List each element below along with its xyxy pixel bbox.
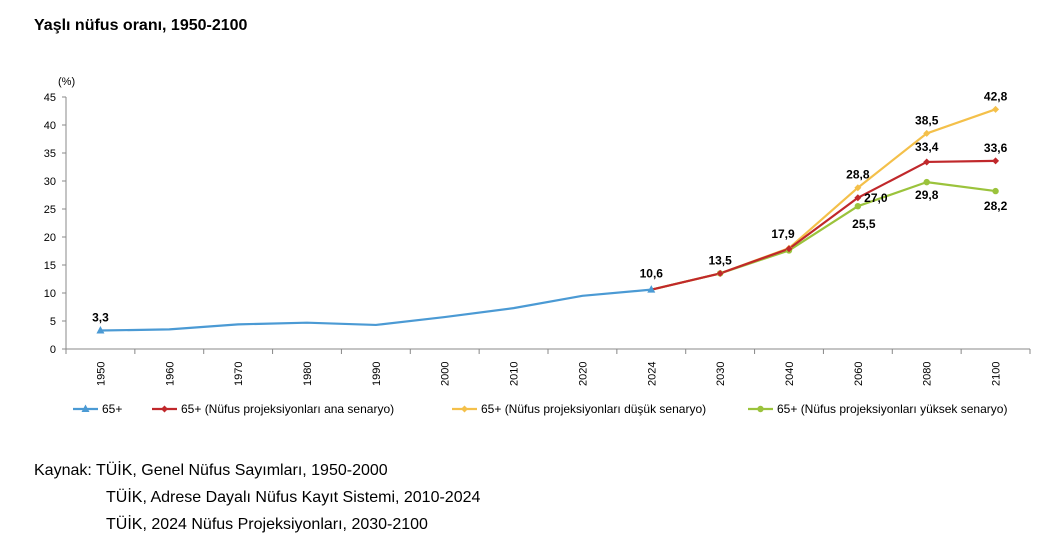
series-point-3 [923,178,930,186]
y-tick-label: 10 [44,288,56,300]
y-axis-unit: (%) [58,76,75,88]
series-line-2 [651,108,996,291]
data-label: 28,8 [846,168,870,182]
source-text-1: TÜİK, Genel Nüfus Sayımları, 1950-2000 [95,462,388,479]
y-tick-label: 5 [50,316,56,328]
line-chart: (%) 0 5 10 15 20 25 30 35 40 45 1950 1960 1970 1980 199… [44,76,1031,416]
x-tick-label: 2024 [646,362,658,386]
series-point-0 [647,285,656,293]
y-tick-label: 15 [44,260,56,272]
chart-title: Yaşlı nüfus oranı, 1950-2100 [34,17,248,34]
legend-swatch-marker [757,405,764,413]
series-point-2 [854,184,862,192]
series-line-3 [651,181,996,291]
data-label: 27,0 [864,191,888,205]
series-point-3 [854,203,862,210]
source-notes: Kaynak: TÜİK, Genel Nüfus Sayımları, 195… [34,457,480,538]
series-point-1 [923,158,931,166]
data-label: 25,5 [852,217,876,231]
x-tick-label: 2060 [853,362,865,386]
data-label: 10,6 [640,267,664,281]
series-point-2 [992,105,1000,113]
source-prefix: Kaynak: [34,462,96,479]
y-tick-label: 20 [44,232,56,244]
series-point-1 [992,157,1000,165]
y-tick-label: 0 [50,344,56,356]
series-point-1 [716,269,724,277]
data-label: 42,8 [984,89,1008,103]
y-tick-label: 40 [44,120,56,132]
series-line-1 [651,159,996,291]
legend-label: 65+ (Nüfus projeksiyonları ana senaryo) [181,402,394,416]
y-tick-label: 30 [44,176,56,188]
legend-swatch-marker [461,405,468,413]
x-tick-label: 1960 [164,362,176,386]
series-point-2 [923,129,931,137]
data-label: 33,4 [915,140,939,154]
x-tick-label: 1970 [233,362,245,386]
y-tick-label: 35 [44,148,56,160]
data-label: 28,2 [984,199,1008,213]
y-tick-label: 45 [44,92,56,104]
x-tick-label: 1990 [371,362,383,386]
data-label: 3,3 [92,311,109,325]
x-tick-label: 2080 [922,362,934,386]
legend-label: 65+ (Nüfus projeksiyonları yüksek senary… [777,402,1007,416]
legend-label: 65+ [102,402,122,416]
source-line-1: Kaynak: TÜİK, Genel Nüfus Sayımları, 195… [34,457,480,484]
series-line-0 [100,288,652,332]
legend-swatch-marker [81,404,90,412]
x-tick-label: 1950 [95,362,107,386]
series-point-3 [992,187,999,195]
data-label: 17,9 [771,227,795,241]
legend-swatch-marker [161,405,168,413]
series-point-1 [785,245,793,253]
x-tick-label: 2000 [440,362,452,386]
x-tick-label: 1980 [302,362,314,386]
x-tick-label: 2040 [784,362,796,386]
source-line-3: TÜİK, 2024 Nüfus Projeksiyonları, 2030-2… [106,516,428,533]
x-tick-label: 2100 [991,362,1003,386]
x-tick-label: 2010 [509,362,521,386]
data-label: 13,5 [708,253,732,267]
x-tick-label: 2020 [577,362,589,386]
source-line-2: TÜİK, Adrese Dayalı Nüfus Kayıt Sistemi,… [106,489,481,506]
data-label: 29,8 [915,188,939,202]
data-label: 33,6 [984,141,1008,155]
x-tick-label: 2030 [715,362,727,386]
series-point-0 [96,326,105,334]
y-tick-label: 25 [44,204,56,216]
data-label: 38,5 [915,113,939,127]
legend-label: 65+ (Nüfus projeksiyonları düşük senaryo… [481,402,706,416]
series-point-1 [854,194,862,202]
